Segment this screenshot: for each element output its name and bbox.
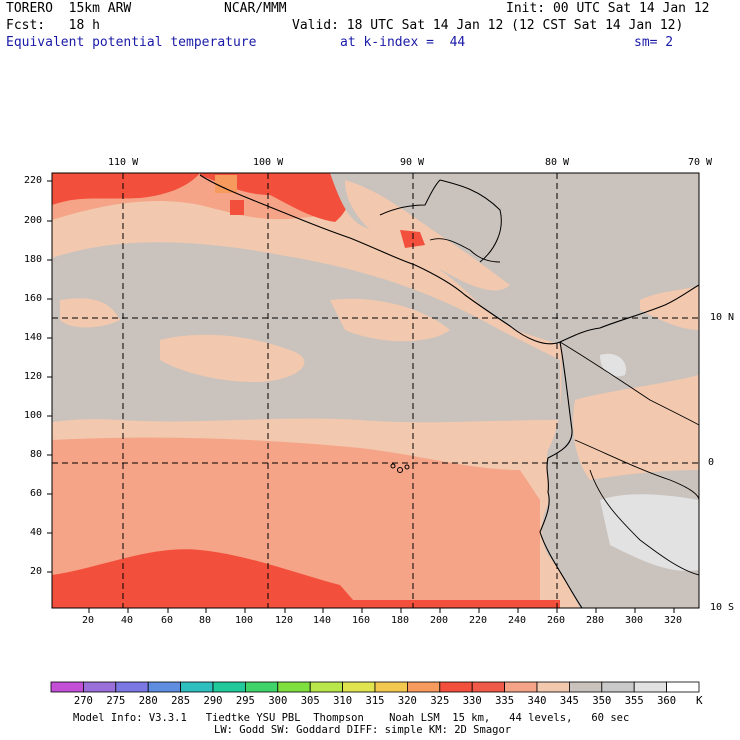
- lat-label-10n: 10 N: [710, 312, 735, 323]
- colorbar-label: 360: [657, 695, 677, 707]
- colorbar-label: 335: [495, 695, 515, 707]
- colorbar-swatch: [633, 681, 668, 693]
- y-tick-label: 60: [30, 488, 43, 499]
- colorbar-swatch: [342, 681, 376, 693]
- colorbar-swatch: [50, 681, 84, 693]
- colorbar-label: 280: [138, 695, 158, 707]
- forecast-hour: Fcst: 18 h: [6, 18, 100, 33]
- colorbar-label: 330: [462, 695, 482, 707]
- y-tick-label: 20: [30, 566, 43, 577]
- axis-ticks: [47, 180, 675, 613]
- colorbar-label: 300: [268, 695, 288, 707]
- center-name: NCAR/MMM: [224, 1, 287, 16]
- x-tick-label: 80: [199, 615, 212, 626]
- lon-label-80w: 80 W: [545, 157, 570, 168]
- colorbar-label: 310: [333, 695, 353, 707]
- x-tick-label: 300: [625, 615, 644, 626]
- lon-label-90w: 90 W: [400, 157, 425, 168]
- colorbar-swatch: [374, 681, 408, 693]
- y-tick-label: 120: [24, 371, 43, 382]
- colorbar-label: 285: [171, 695, 191, 707]
- x-tick-label: 120: [275, 615, 294, 626]
- colorbar-swatch: [471, 681, 506, 693]
- colorbar-label: 295: [235, 695, 255, 707]
- x-tick-label: 60: [161, 615, 174, 626]
- x-tick-label: 160: [352, 615, 371, 626]
- valid-time: Valid: 18 UTC Sat 14 Jan 12 (12 CST Sat …: [292, 18, 684, 33]
- colorbar-swatch: [601, 681, 635, 693]
- colorbar-swatch: [309, 681, 344, 693]
- lat-label-10s: 10 S: [710, 602, 735, 613]
- colorbar-label: 290: [203, 695, 223, 707]
- lon-label-70w: 70 W: [688, 157, 713, 168]
- y-tick-label: 40: [30, 527, 43, 538]
- x-tick-label: 180: [391, 615, 410, 626]
- model-name: TORERO 15km ARW: [6, 1, 132, 16]
- y-tick-label: 180: [24, 254, 43, 265]
- x-tick-label: 320: [664, 615, 683, 626]
- colorbar-label: 305: [300, 695, 320, 707]
- colorbar-label: 270: [73, 695, 93, 707]
- colorbar-swatch: [212, 681, 246, 693]
- y-tick-label: 80: [30, 449, 43, 460]
- y-tick-label: 160: [24, 293, 43, 304]
- y-tick-label: 200: [24, 215, 43, 226]
- colorbar-label: 315: [365, 695, 385, 707]
- colorbar-swatch: [666, 681, 700, 693]
- colorbar-label: 350: [592, 695, 612, 707]
- grid-lines: [52, 173, 699, 608]
- x-tick-label: 280: [586, 615, 605, 626]
- colorbar-label: 320: [397, 695, 417, 707]
- x-tick-label: 200: [430, 615, 449, 626]
- colorbar-swatch: [439, 681, 473, 693]
- lon-label-110w: 110 W: [108, 157, 139, 168]
- y-tick-label: 100: [24, 410, 43, 421]
- lon-label-100w: 100 W: [253, 157, 284, 168]
- x-tick-label: 220: [469, 615, 488, 626]
- y-tick-label: 140: [24, 332, 43, 343]
- level-info: at k-index = 44: [340, 35, 466, 50]
- colorbar-swatch: [244, 681, 279, 693]
- model-physics: LW: Godd SW: Goddard DIFF: simple KM: 2D…: [214, 724, 512, 736]
- colorbar-label: 345: [559, 695, 579, 707]
- model-info: Model Info: V3.3.1 Tiedtke YSU PBL Thomp…: [73, 712, 630, 724]
- colorbar-unit: K: [696, 694, 703, 707]
- x-tick-label: 40: [121, 615, 134, 626]
- smoothing-info: sm= 2: [634, 35, 674, 50]
- colorbar-swatch: [83, 681, 117, 693]
- colorbar-swatch: [115, 681, 149, 693]
- colorbar-swatch: [406, 681, 441, 693]
- colorbar-swatch: [180, 681, 214, 693]
- x-tick-label: 260: [547, 615, 566, 626]
- colorbar-label: 275: [106, 695, 126, 707]
- field-name: Equivalent potential temperature: [6, 35, 257, 50]
- x-tick-label: 240: [508, 615, 527, 626]
- colorbar-label: 355: [624, 695, 644, 707]
- x-tick-label: 140: [313, 615, 332, 626]
- colorbar-swatch: [504, 681, 538, 693]
- colorbar: [50, 681, 700, 693]
- init-time: Init: 00 UTC Sat 14 Jan 12: [506, 1, 710, 16]
- x-tick-label: 100: [235, 615, 254, 626]
- colorbar-label: 325: [430, 695, 450, 707]
- y-tick-label: 220: [24, 175, 43, 186]
- x-tick-label: 20: [82, 615, 95, 626]
- colorbar-label: 340: [527, 695, 547, 707]
- colorbar-swatch: [536, 681, 570, 693]
- lat-label-0: 0: [708, 457, 715, 468]
- colorbar-swatch: [147, 681, 181, 693]
- colorbar-swatch: [277, 681, 311, 693]
- map-field: [52, 173, 699, 608]
- colorbar-swatch: [569, 681, 603, 693]
